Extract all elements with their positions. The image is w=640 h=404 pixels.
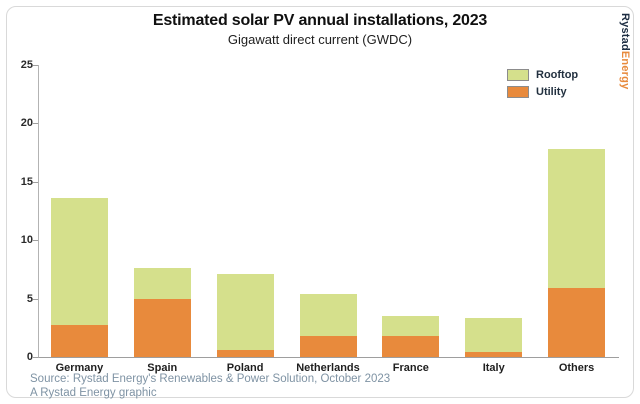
x-axis-label-italy: Italy [482,362,505,374]
logo-word-energy: Energy [619,50,631,90]
y-axis-tick-label: 15 [20,175,33,188]
chart-title: Estimated solar PV annual installations,… [152,12,488,29]
x-axis-label-others: Others [558,362,595,374]
bar-segment-utility-poland [216,349,274,357]
logo-word-rystad: Rystad [619,13,631,51]
bar-segment-utility-others [548,288,606,357]
y-axis-tick-label: 0 [26,351,33,363]
legend-swatch-rooftop [507,68,529,81]
legend-label-utility: Utility [536,85,567,98]
bar-segment-rooftop-poland [216,274,274,350]
y-axis-tick-mark [33,240,38,242]
legend-swatch-utility [507,85,529,98]
chart-subtitle: Gigawatt direct current (GWDC) [227,32,413,47]
x-axis-label-france: France [392,362,429,374]
y-axis-tick-mark [33,357,38,358]
bar-segment-utility-france [382,335,440,357]
legend: Rooftop Utility [507,66,578,100]
rystad-energy-logo: RystadEnergy [619,13,631,89]
x-axis-label-netherlands: Netherlands [296,362,360,374]
bar-segment-utility-italy [465,352,523,357]
y-axis-tick-label: 25 [20,59,33,71]
y-axis-tick-label: 5 [26,292,33,305]
legend-item-rooftop: Rooftop [507,66,578,83]
source-note: Source: Rystad Energy's Renewables & Pow… [30,372,390,400]
x-axis-label-germany: Germany [55,362,104,374]
bar-segment-rooftop-others [548,149,606,289]
bar-segment-rooftop-france [382,316,440,336]
bar-segment-utility-netherlands [299,335,357,357]
plot-area [38,65,619,358]
source-line-1: Source: Rystad Energy's Renewables & Pow… [30,373,391,385]
bar-segment-utility-spain [133,298,191,357]
y-axis-tick-label: 10 [20,234,33,247]
y-axis-tick-label: 20 [20,117,33,130]
source-line-2: A Rystad Energy graphic [30,387,157,399]
bar-segment-rooftop-germany [50,198,108,326]
y-axis-tick-mark [33,181,38,183]
bar-segment-rooftop-netherlands [299,293,357,336]
y-axis-tick-mark [33,123,38,125]
y-axis-tick-mark [33,298,38,300]
y-axis-tick-mark [33,65,38,66]
bar-segment-utility-germany [50,325,108,357]
x-axis-label-poland: Poland [226,362,264,374]
bar-segment-rooftop-spain [133,268,191,299]
bar-segment-rooftop-italy [465,318,523,353]
legend-item-utility: Utility [507,83,578,100]
legend-label-rooftop: Rooftop [536,68,579,81]
x-axis-label-spain: Spain [147,362,178,374]
